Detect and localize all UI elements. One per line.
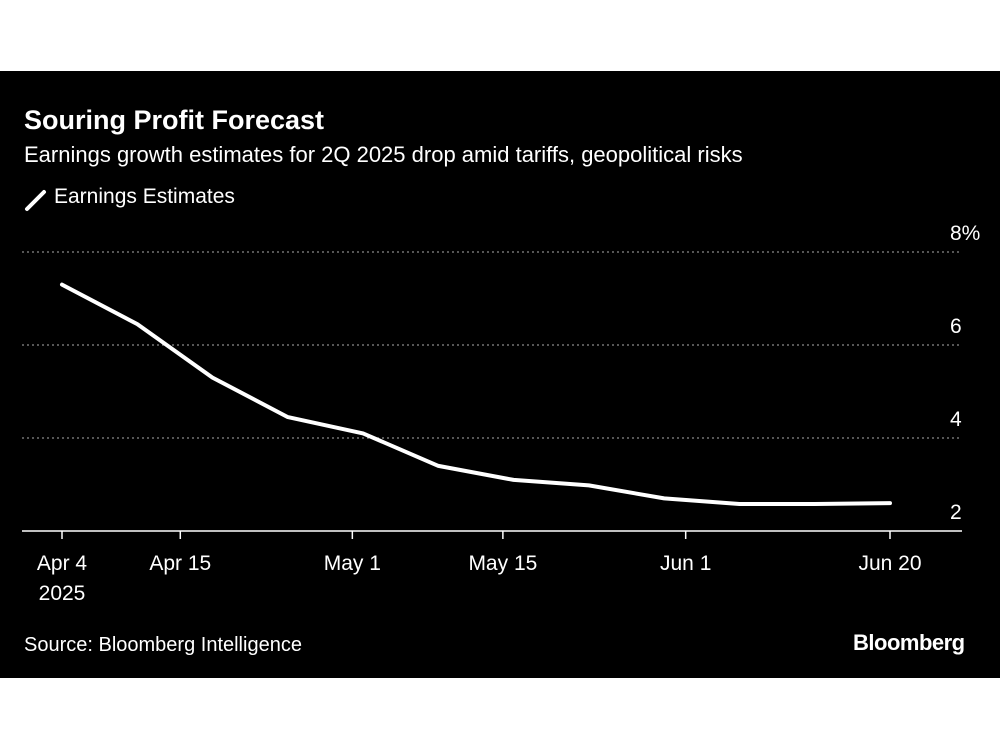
x-tick-label: Jun 1 [660, 552, 711, 575]
source-note: Source: Bloomberg Intelligence [24, 634, 302, 656]
chart-subtitle: Earnings growth estimates for 2Q 2025 dr… [24, 142, 743, 167]
y-tick-label: 6 [950, 315, 962, 338]
line-chart: 2 4 6 8% Apr 4 2025 Apr 15 May 1 May 15 Jun 1 Jun … [22, 222, 980, 605]
x-tick-label: Jun 20 [858, 552, 921, 575]
x-tick-label: Apr 15 [149, 552, 211, 575]
bloomberg-logo: Bloomberg [853, 630, 965, 655]
legend-label: Earnings Estimates [54, 185, 235, 208]
x-tick-label: Apr 4 [37, 552, 88, 575]
x-tick-sublabel: 2025 [39, 582, 86, 605]
y-tick-label: 4 [950, 408, 962, 431]
y-tick-label: 8% [950, 222, 980, 245]
chart-panel: Souring Profit Forecast Earnings growth … [0, 71, 1000, 678]
chart-title: Souring Profit Forecast [24, 105, 325, 135]
x-tick-label: May 15 [468, 552, 537, 575]
series-line-earnings-estimates [60, 282, 892, 506]
legend-line-swatch-icon [25, 190, 46, 211]
x-tick-label: May 1 [324, 552, 381, 575]
y-tick-label: 2 [950, 501, 962, 524]
